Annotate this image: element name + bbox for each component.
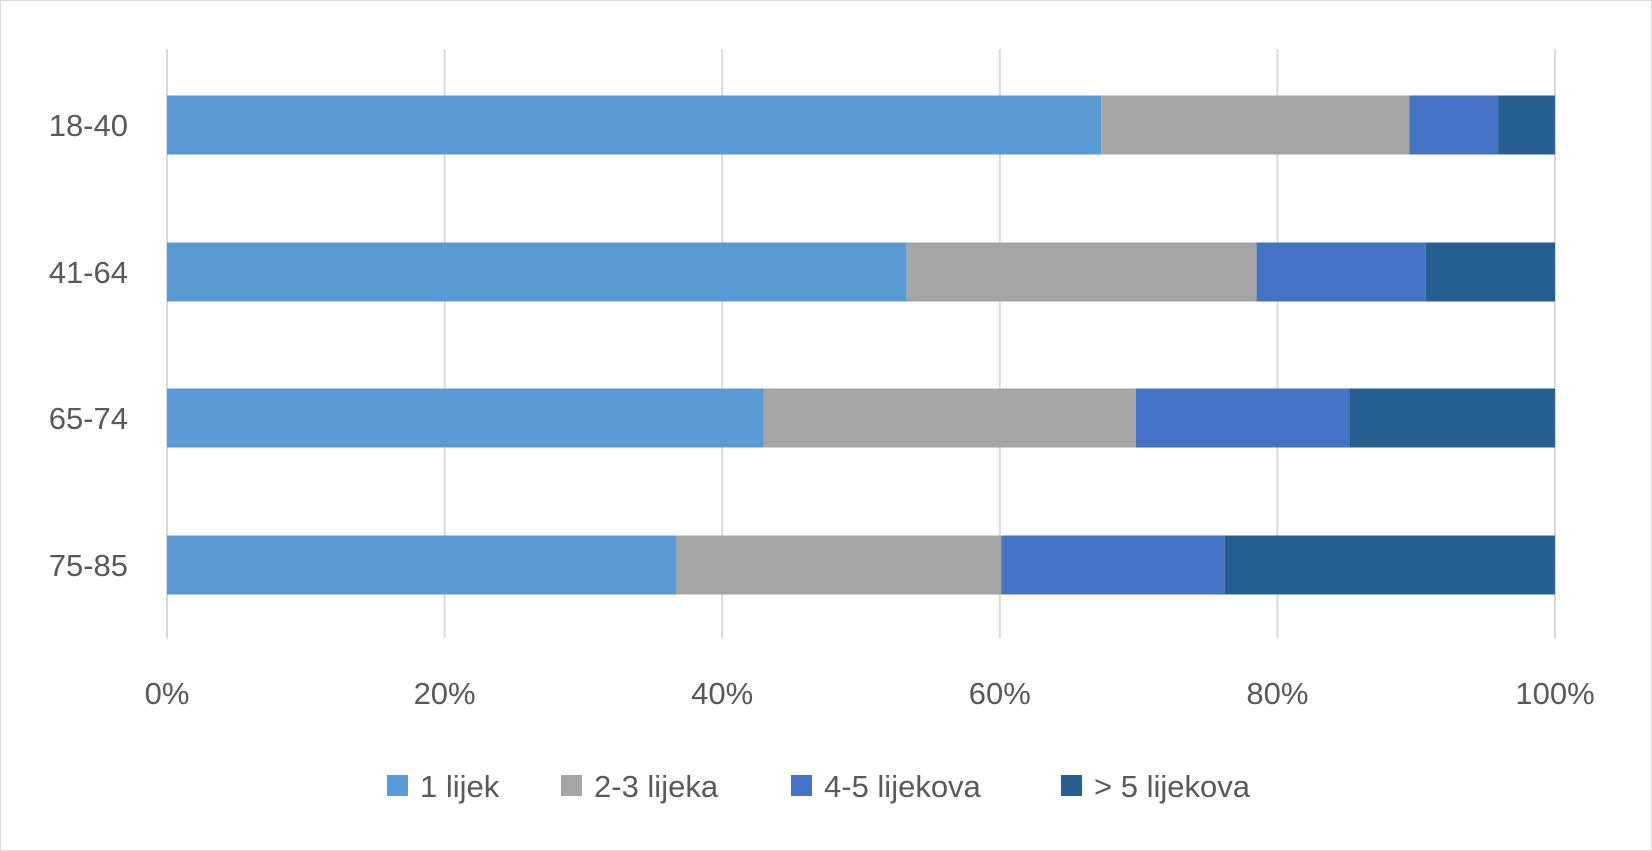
bar-segment bbox=[1001, 535, 1225, 595]
legend-label: 4-5 lijekova bbox=[824, 769, 982, 804]
legend-label: 2-3 lijeka bbox=[594, 769, 719, 804]
x-tick-label: 100% bbox=[1515, 676, 1594, 711]
category-label: 41-64 bbox=[49, 255, 128, 290]
bar-segment bbox=[1409, 95, 1499, 155]
legend-swatch bbox=[1061, 775, 1082, 796]
category-label: 75-85 bbox=[49, 548, 128, 583]
bar-segment bbox=[167, 95, 1102, 155]
legend-swatch bbox=[561, 775, 582, 796]
bar-segment bbox=[167, 535, 677, 595]
bar-segment bbox=[1425, 242, 1555, 302]
bar-segment bbox=[1224, 535, 1555, 595]
x-tick-label: 0% bbox=[145, 676, 190, 711]
bar-segment bbox=[906, 242, 1257, 302]
x-tick-label: 20% bbox=[414, 676, 476, 711]
legend-swatch bbox=[791, 775, 812, 796]
bar-segment bbox=[167, 242, 907, 302]
legend-swatch bbox=[387, 775, 408, 796]
x-tick-label: 40% bbox=[691, 676, 753, 711]
bar-segment bbox=[1135, 388, 1350, 448]
bar-segment bbox=[1349, 388, 1555, 448]
category-label: 65-74 bbox=[49, 401, 128, 436]
bar-segment bbox=[676, 535, 1002, 595]
bar-segment bbox=[763, 388, 1136, 448]
legend-label: > 5 lijekova bbox=[1094, 769, 1251, 804]
x-tick-label: 60% bbox=[969, 676, 1031, 711]
legend-label: 1 lijek bbox=[420, 769, 500, 804]
bar-segment bbox=[167, 388, 764, 448]
bar-segment bbox=[1101, 95, 1410, 155]
bar-segment bbox=[1256, 242, 1426, 302]
category-label: 18-40 bbox=[49, 108, 128, 143]
bar-segment bbox=[1498, 95, 1555, 155]
x-tick-label: 80% bbox=[1246, 676, 1308, 711]
